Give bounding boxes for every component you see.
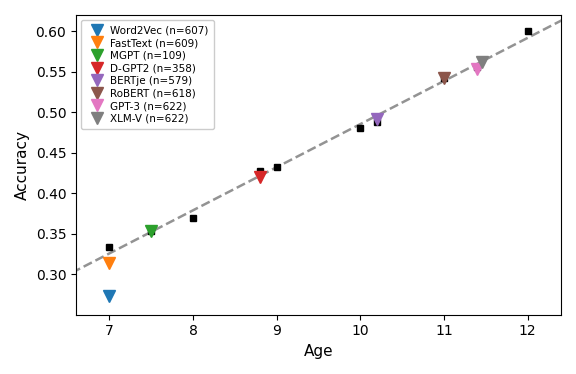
Legend: Word2Vec (n=607), FastText (n=609), MGPT (n=109), D-GPT2 (n=358), BERTje (n=579): Word2Vec (n=607), FastText (n=609), MGPT… [81, 20, 214, 129]
X-axis label: Age: Age [304, 344, 334, 359]
Y-axis label: Accuracy: Accuracy [15, 130, 30, 200]
